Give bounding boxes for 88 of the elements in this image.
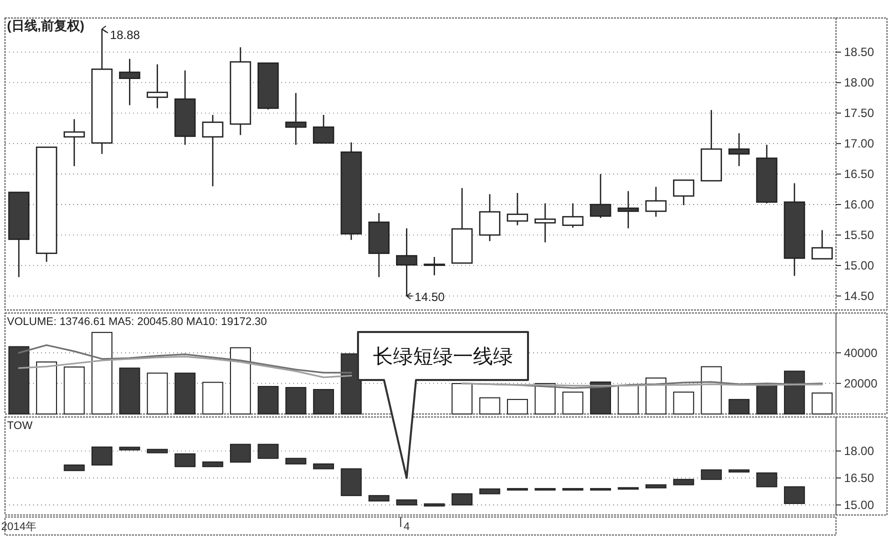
bar bbox=[645, 378, 666, 414]
bar bbox=[673, 392, 694, 414]
bar bbox=[340, 468, 362, 496]
bar bbox=[119, 368, 140, 414]
bar bbox=[645, 484, 666, 488]
candlestick bbox=[312, 114, 334, 144]
candlestick bbox=[64, 118, 85, 167]
bar bbox=[479, 488, 500, 494]
candlestick bbox=[396, 228, 418, 297]
x-tick-label: 4 bbox=[404, 521, 410, 533]
chart-title: (日线,前复权) bbox=[7, 18, 84, 33]
bar bbox=[673, 478, 694, 486]
bar bbox=[479, 397, 500, 414]
bar bbox=[146, 372, 168, 414]
bar bbox=[452, 493, 473, 506]
y-tick-label: 15.00 bbox=[844, 498, 874, 512]
bar bbox=[8, 346, 30, 414]
y-tick-label: 16.50 bbox=[844, 167, 874, 182]
bar bbox=[812, 392, 833, 414]
candlestick bbox=[590, 173, 612, 219]
bar bbox=[313, 463, 334, 470]
candlestick bbox=[812, 229, 833, 260]
y-tick-label: 16.50 bbox=[844, 470, 874, 485]
candlestick bbox=[673, 180, 694, 206]
y-tick-label: 15.00 bbox=[844, 258, 874, 272]
bar bbox=[64, 464, 85, 472]
bar bbox=[452, 383, 473, 414]
x-tick-label: 2014年 bbox=[1, 521, 37, 533]
candlestick bbox=[202, 114, 224, 187]
y-tick-label: 15.50 bbox=[844, 228, 874, 242]
y-tick-label: 40000 bbox=[844, 346, 878, 360]
bar bbox=[285, 458, 306, 464]
bar bbox=[258, 444, 279, 459]
candlestick bbox=[146, 64, 168, 109]
bar bbox=[174, 453, 196, 468]
candlestick bbox=[728, 132, 750, 167]
bar bbox=[202, 382, 224, 414]
bar bbox=[728, 469, 750, 473]
chart-title: TOW bbox=[7, 420, 34, 432]
y-tick-label: 14.50 bbox=[844, 288, 874, 303]
bar bbox=[64, 366, 85, 414]
chart-title: VOLUME: 13746.61 MA5: 20045.80 MA10: 19172.30 bbox=[7, 316, 267, 328]
bar bbox=[700, 469, 722, 480]
bar bbox=[424, 503, 445, 507]
candlestick bbox=[506, 192, 528, 226]
y-tick-label: 18.50 bbox=[844, 45, 874, 60]
bar bbox=[784, 370, 805, 414]
bar bbox=[756, 472, 778, 488]
candlestick bbox=[285, 92, 306, 146]
candlestick bbox=[618, 190, 639, 229]
bar bbox=[91, 446, 112, 466]
y-tick-label: 17.50 bbox=[844, 106, 874, 120]
bar bbox=[258, 386, 279, 414]
y-tick-label: 18.00 bbox=[844, 444, 874, 458]
y-tick-label: 17.00 bbox=[844, 136, 874, 151]
candlestick bbox=[534, 202, 556, 243]
callout: 长绿短绿一线绿 bbox=[357, 331, 529, 479]
bar bbox=[700, 366, 722, 414]
annotation: 长绿短绿一线绿 bbox=[373, 346, 513, 368]
y-tick-label: 18.00 bbox=[844, 76, 874, 90]
annotation: 14.50 bbox=[414, 290, 446, 304]
bar bbox=[230, 444, 251, 463]
bar bbox=[368, 495, 390, 502]
annotation: 18.88 bbox=[110, 28, 140, 42]
bar bbox=[174, 372, 196, 414]
bar bbox=[784, 486, 805, 504]
bar bbox=[230, 347, 251, 414]
bar bbox=[590, 382, 612, 414]
bar bbox=[285, 387, 306, 414]
candlestick bbox=[424, 256, 445, 276]
bar bbox=[618, 384, 639, 414]
bar bbox=[562, 392, 584, 414]
candlestick bbox=[562, 202, 584, 228]
bar bbox=[756, 383, 778, 414]
bar bbox=[506, 398, 528, 414]
bar bbox=[119, 446, 140, 450]
candlestick bbox=[479, 194, 500, 242]
bar bbox=[36, 361, 58, 414]
y-tick-label: 16.00 bbox=[844, 198, 874, 212]
candlestick bbox=[119, 58, 140, 106]
y-tick-label: 20000 bbox=[844, 376, 878, 390]
bar bbox=[396, 499, 418, 506]
bar bbox=[146, 448, 168, 454]
bar bbox=[202, 461, 224, 468]
bar bbox=[728, 398, 750, 414]
candlestick bbox=[645, 186, 667, 218]
bar bbox=[91, 332, 112, 414]
bar bbox=[313, 389, 334, 414]
